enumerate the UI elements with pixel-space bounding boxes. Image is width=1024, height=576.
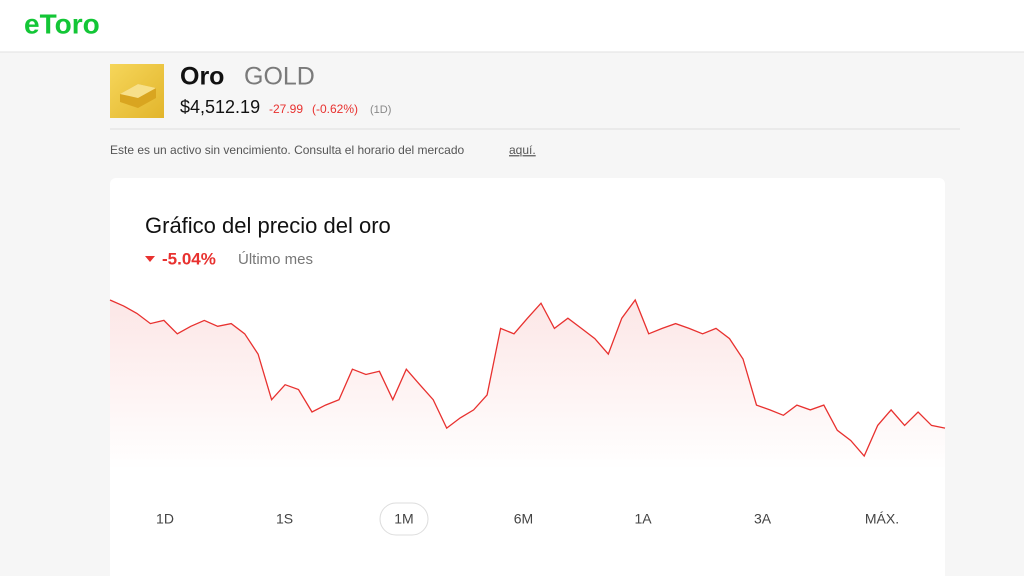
chart-period: Último mes <box>238 251 313 268</box>
range-button[interactable]: 1S <box>276 511 293 527</box>
range-button[interactable]: 3A <box>754 511 772 527</box>
plot <box>109 298 946 470</box>
asset-change-percent: (-0.62%) <box>312 102 358 116</box>
gold-bar-top <box>120 84 156 98</box>
range-buttons: 1D 1S 1M 6M 1A 3A MÁX. <box>156 502 899 536</box>
range-button[interactable]: 6M <box>514 511 533 527</box>
chart-change: -5.04% <box>162 249 216 268</box>
asset-name: Oro <box>180 63 224 91</box>
notice-link[interactable]: aquí. <box>509 143 536 157</box>
range-button[interactable]: 1D <box>156 511 174 527</box>
asset-period: (1D) <box>370 104 391 116</box>
top-bar <box>0 0 1024 52</box>
notice-text: Este es un activo sin vencimiento. Consu… <box>110 143 465 157</box>
logo[interactable]: eToro <box>24 8 100 39</box>
range-button-selected <box>379 502 429 536</box>
asset-ticker: GOLD <box>244 63 315 91</box>
asset-change: -27.99 <box>269 102 303 116</box>
range-button[interactable]: 1M <box>394 511 413 527</box>
price-line <box>109 298 946 458</box>
range-button[interactable]: 1A <box>634 511 652 527</box>
asset-price: $4,512.19 <box>180 97 260 117</box>
chart-title: Gráfico del precio del oro <box>145 213 391 238</box>
line-area <box>110 300 945 470</box>
down-arrow <box>145 256 155 262</box>
range-button[interactable]: MÁX. <box>865 511 899 527</box>
